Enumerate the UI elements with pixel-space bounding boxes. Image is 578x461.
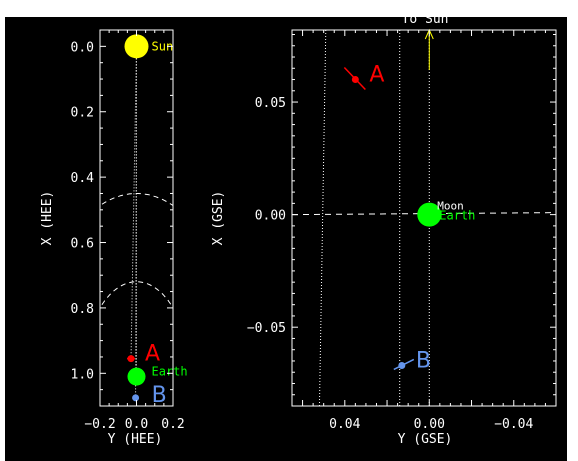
gse-earth-label: Earth	[439, 209, 475, 223]
gse-earth-marker	[417, 202, 442, 227]
gse-ticks: 0.04 0.00 −0.04 0.05 0.00 −0.05	[247, 30, 557, 432]
hee-distance-arc-2	[100, 281, 173, 309]
hee-y-tick-label: 0.2	[71, 106, 94, 121]
plot-background	[5, 17, 567, 461]
gse-x-tick-label: −0.04	[494, 417, 533, 432]
hee-y-tick-label: 0.0	[71, 40, 94, 55]
gse-y-tick-label: −0.05	[247, 321, 286, 336]
hee-ticks: −0.2 0.0 0.2 0.0 0.2 0.4 0.6 0.8 1.0	[71, 30, 185, 432]
hee-x-tick-label: −0.2	[84, 417, 115, 432]
hee-y-tick-label: 0.8	[71, 302, 94, 317]
hee-stereo-a-label: A	[145, 342, 160, 367]
hee-x-tick-label: 0.0	[125, 417, 148, 432]
hee-earth-label: Earth	[152, 365, 188, 379]
hee-sun-line-a	[130, 46, 137, 359]
gse-plot-frame	[291, 29, 557, 407]
gse-x-tick-label: 0.04	[329, 417, 360, 432]
gse-stereo-a-label: A	[369, 63, 384, 88]
gse-clipped-area	[292, 30, 556, 406]
gse-y-tick-label: 0.00	[255, 209, 286, 224]
hee-clipped-area	[100, 34, 173, 402]
gse-x-axis-label: Y (GSE)	[398, 432, 453, 447]
gse-y-axis-label: X (GSE)	[211, 191, 226, 246]
gse-stereo-b-label: B	[416, 348, 431, 373]
hee-x-axis-label: Y (HEE)	[108, 432, 163, 447]
hee-y-tick-label: 1.0	[71, 367, 94, 382]
hee-x-tick-label: 0.2	[161, 417, 184, 432]
gse-stereo-b-direction	[393, 358, 415, 371]
gse-x-tick-label: 0.00	[414, 417, 445, 432]
hee-earth-marker	[127, 367, 146, 386]
hee-stereo-b-label: B	[152, 383, 167, 408]
hee-y-tick-label: 0.4	[71, 171, 95, 186]
gse-stereo-a-direction	[343, 67, 366, 91]
hee-sun-label: Sun	[152, 39, 174, 53]
gse-moon-label: Moon	[437, 200, 464, 213]
hee-stereo-b-marker	[132, 394, 140, 402]
hee-y-axis-label: X (HEE)	[40, 191, 55, 246]
hee-sun-marker	[124, 34, 149, 59]
hee-y-tick-label: 0.6	[71, 237, 94, 252]
gse-y-tick-label: 0.05	[255, 96, 286, 111]
gse-title: To Sun	[402, 12, 449, 27]
